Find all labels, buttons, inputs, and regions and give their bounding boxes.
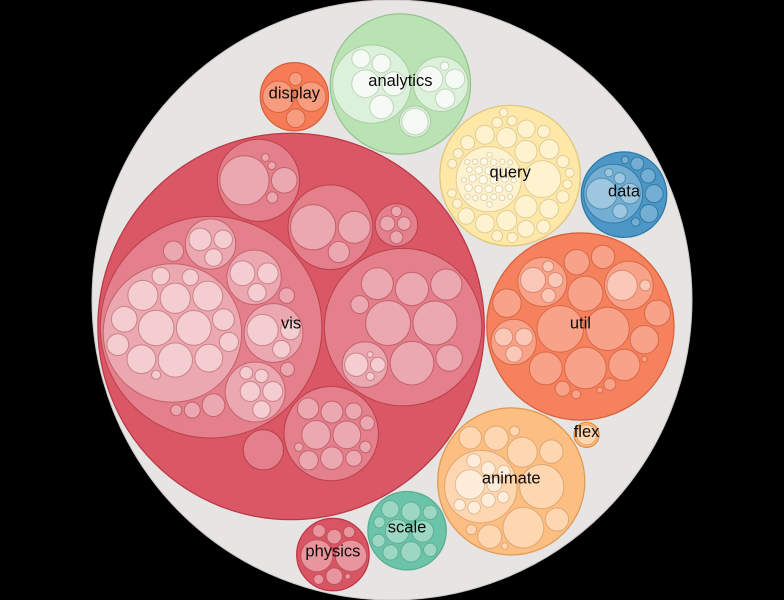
svg-text:scale: scale	[388, 519, 427, 537]
svg-text:analytics: analytics	[368, 72, 432, 90]
svg-text:physics: physics	[305, 543, 360, 561]
svg-text:flex: flex	[574, 423, 600, 441]
svg-text:animate: animate	[482, 469, 541, 487]
svg-text:display: display	[269, 85, 321, 103]
svg-text:query: query	[489, 164, 531, 182]
svg-text:data: data	[608, 183, 641, 201]
svg-text:vis: vis	[281, 314, 301, 332]
svg-text:util: util	[570, 314, 591, 332]
